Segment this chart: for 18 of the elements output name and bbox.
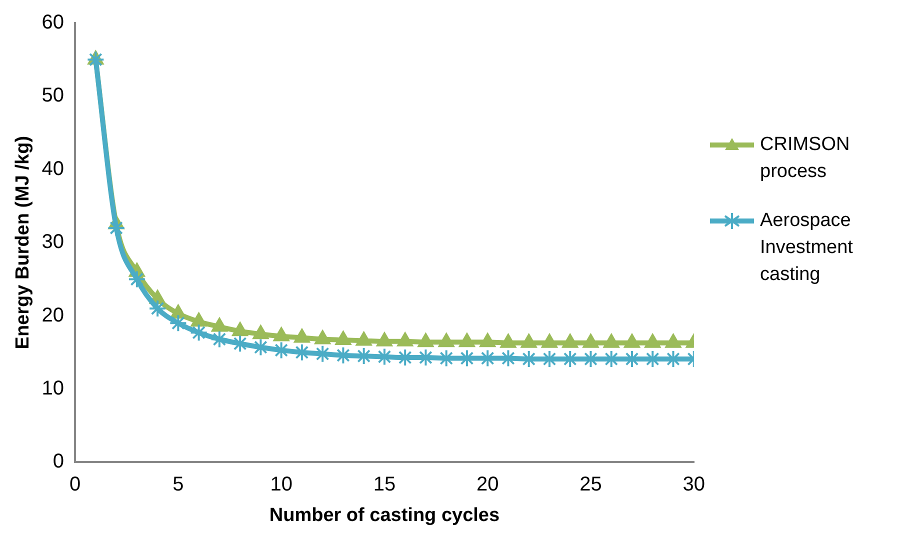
x-tick-label: 15 (373, 474, 396, 496)
legend-label: Aerospace Investment casting (760, 209, 854, 287)
x-axis-title: Number of casting cycles (269, 504, 500, 526)
y-tick-label: 50 (42, 84, 64, 107)
x-tick-label: 10 (270, 474, 292, 496)
y-tick-label: 60 (42, 12, 64, 34)
y-tick-label: 20 (42, 304, 64, 326)
y-tick-label: 40 (42, 158, 64, 180)
legend-label: CRIMSON process (760, 133, 851, 184)
x-tick-label: 20 (476, 474, 499, 496)
x-tick-label: 5 (172, 474, 184, 496)
y-tick-label: 0 (52, 450, 64, 473)
x-tick-label: 0 (69, 474, 81, 496)
y-axis-title: Energy Burden (MJ /kg) (12, 136, 34, 350)
x-tick-label: 30 (682, 474, 705, 496)
x-tick-label: 25 (580, 474, 602, 496)
y-tick-label: 10 (42, 378, 64, 400)
y-tick-label: 30 (42, 231, 64, 254)
